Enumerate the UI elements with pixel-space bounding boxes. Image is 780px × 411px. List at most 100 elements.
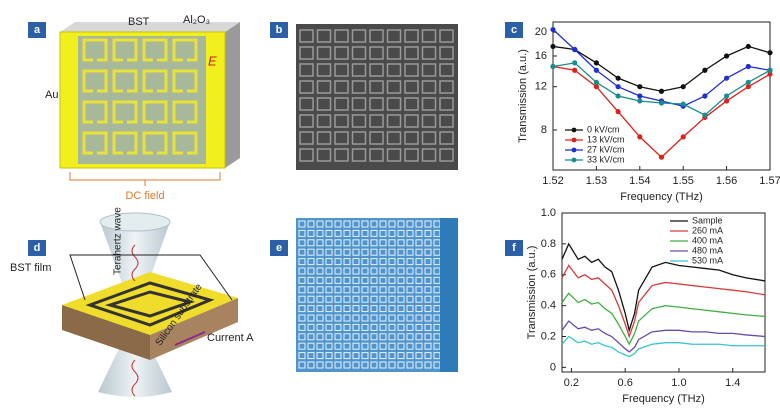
micro-cell	[307, 220, 315, 228]
sem-cell	[299, 148, 314, 162]
micro-cell	[406, 276, 414, 284]
micro-cell	[316, 333, 324, 341]
panel-label: f	[512, 242, 516, 254]
micro-cell	[406, 248, 414, 256]
legend-marker	[571, 157, 577, 163]
micro-cell	[325, 267, 333, 275]
sem-cell	[369, 114, 384, 128]
micro-cell	[406, 323, 414, 331]
micro-cell	[406, 333, 414, 341]
micro-cell	[325, 361, 333, 369]
micro-cell	[406, 267, 414, 275]
label: Au	[45, 89, 58, 101]
sem-cell	[351, 29, 367, 43]
micro-cell	[316, 295, 324, 303]
micro-cell	[307, 323, 315, 331]
legend-label: 27 kV/cm	[587, 144, 625, 154]
micro-cell	[325, 295, 333, 303]
panel-labels: a b c d e f	[28, 22, 523, 256]
sem-cell	[386, 46, 402, 60]
micro-cell	[397, 323, 405, 331]
micro-cell	[334, 258, 342, 266]
label: Al₂O₃	[183, 14, 210, 26]
micro-cell	[379, 286, 387, 294]
micro-cell	[298, 352, 306, 360]
point	[658, 100, 665, 106]
micro-cell	[415, 323, 423, 331]
micro-cell	[388, 333, 396, 341]
y-tick-label: 0	[550, 361, 556, 373]
sem-cell	[421, 80, 437, 94]
micro-cell	[415, 267, 423, 275]
micro-cell	[397, 305, 405, 313]
point	[593, 79, 600, 85]
sem-cell	[386, 29, 402, 43]
resonator	[82, 100, 108, 124]
sem-cell	[369, 131, 384, 145]
sem-cell	[386, 114, 402, 128]
resonator	[172, 131, 198, 155]
micro-cell	[424, 333, 432, 341]
micro-cell	[379, 258, 387, 266]
micro-cell	[388, 248, 396, 256]
micro-cell	[361, 286, 369, 294]
sem-cell	[299, 80, 314, 94]
micro-cell	[307, 305, 315, 313]
sem-cell	[299, 131, 314, 145]
point	[550, 63, 556, 70]
micro-cell	[352, 352, 360, 360]
point	[637, 93, 643, 99]
micro-cell	[361, 258, 369, 266]
label: Current A	[207, 332, 254, 344]
micro-cell	[307, 295, 315, 303]
micro-cell	[415, 361, 423, 369]
micro-cell	[352, 248, 360, 256]
micro-cell	[388, 220, 396, 228]
micro-cell	[379, 239, 387, 247]
micro-cell	[397, 361, 405, 369]
micro-cell	[343, 352, 351, 360]
sem-cell	[369, 29, 384, 43]
micro-cell	[316, 314, 324, 322]
micro-cell	[379, 342, 387, 350]
legend-label: 260 mA	[692, 225, 723, 235]
sem-cell	[369, 63, 384, 77]
micro-cell	[307, 286, 315, 294]
sem-cell	[421, 131, 437, 145]
micro-cell	[370, 323, 378, 331]
micro-cell	[424, 258, 432, 266]
point	[724, 75, 730, 81]
micro-cell	[361, 229, 369, 237]
micro-cell	[379, 323, 387, 331]
resonator	[82, 69, 108, 93]
x-tick-label: 0.2	[564, 377, 579, 389]
x-axis-label: Frequency (THz)	[620, 191, 703, 203]
micro-cell	[334, 220, 342, 228]
x-tick-label: 1.0	[671, 377, 686, 389]
x-tick-label: 1.54	[629, 175, 650, 187]
micro-cell	[334, 248, 342, 256]
micro-cell	[352, 276, 360, 284]
micro-cell	[415, 276, 423, 284]
sem-cell	[421, 148, 437, 162]
micro-cell	[406, 352, 414, 360]
micro-cell	[379, 248, 387, 256]
micro-cell	[307, 361, 315, 369]
micro-cell	[388, 361, 396, 369]
sem-cell	[386, 131, 402, 145]
micro-cell	[388, 305, 396, 313]
micro-cell	[352, 229, 360, 237]
legend-label: 0 kV/cm	[587, 124, 620, 134]
micro-cell	[424, 267, 432, 275]
micro-cell	[370, 229, 378, 237]
point	[572, 60, 578, 66]
micro-cell	[352, 342, 360, 350]
micro-cell	[307, 248, 315, 256]
sem-cell	[404, 80, 419, 94]
panel-label: c	[511, 24, 517, 36]
sem-cell	[299, 63, 314, 77]
series-line	[552, 29, 771, 107]
micro-cell	[379, 220, 387, 228]
micro-cell	[424, 220, 432, 228]
micro-cell	[334, 239, 342, 247]
